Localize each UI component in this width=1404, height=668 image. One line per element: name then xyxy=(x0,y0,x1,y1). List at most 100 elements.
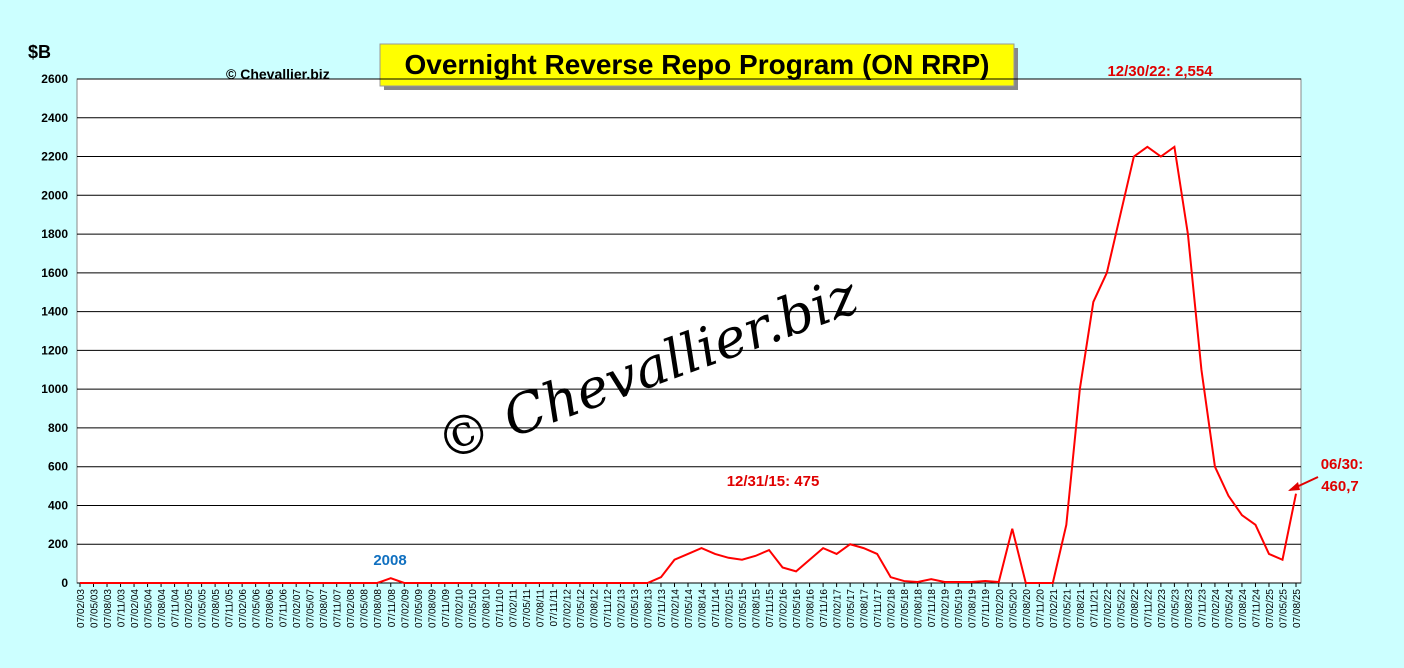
x-tick-label: 07/05/05 xyxy=(198,589,209,628)
x-tick-label: 07/08/06 xyxy=(265,589,276,628)
x-tick-label: 07/11/09 xyxy=(441,589,452,628)
x-tick-label: 07/05/13 xyxy=(630,589,641,628)
x-tick-label: 07/11/12 xyxy=(603,589,614,628)
x-tick-label: 07/02/25 xyxy=(1265,589,1276,628)
x-tick-label: 07/05/15 xyxy=(738,589,749,628)
x-tick-label: 07/11/07 xyxy=(333,589,344,628)
x-tick-label: 07/11/13 xyxy=(657,589,668,628)
y-tick-label: 600 xyxy=(48,460,68,474)
x-tick-label: 07/05/06 xyxy=(252,589,263,628)
y-tick-label: 2200 xyxy=(41,150,68,164)
x-tick-label: 07/08/10 xyxy=(481,589,492,628)
x-tick-label: 07/11/08 xyxy=(387,589,398,628)
y-tick-label: 0 xyxy=(61,576,68,590)
x-tick-label: 07/02/08 xyxy=(346,589,357,628)
x-tick-label: 07/08/14 xyxy=(698,589,709,628)
plot-area xyxy=(76,78,1302,584)
x-tick-label: 07/02/14 xyxy=(670,589,681,628)
x-tick-label: 07/05/11 xyxy=(522,589,533,628)
x-tick-label: 07/05/04 xyxy=(144,589,155,628)
x-tick-label: 07/11/24 xyxy=(1251,589,1262,628)
y-tick-label: 1400 xyxy=(41,305,68,319)
chart-title: Overnight Reverse Repo Program (ON RRP) xyxy=(404,49,989,80)
x-tick-label: 07/02/21 xyxy=(1049,589,1060,628)
x-tick-label: 07/02/13 xyxy=(616,589,627,628)
y-tick-label: 800 xyxy=(48,421,68,435)
x-tick-label: 07/05/23 xyxy=(1170,589,1181,628)
x-tick-label: 07/08/18 xyxy=(914,589,925,628)
x-tick-label: 07/11/18 xyxy=(927,589,938,628)
x-tick-label: 07/11/22 xyxy=(1143,589,1154,628)
y-tick-label: 2400 xyxy=(41,111,68,125)
x-tick-label: 07/08/15 xyxy=(752,589,763,628)
credit: © Chevallier.biz xyxy=(226,66,330,82)
x-tick-label: 07/02/06 xyxy=(238,589,249,628)
x-tick-label: 07/08/04 xyxy=(157,589,168,628)
x-tick-label: 07/05/10 xyxy=(468,589,479,628)
x-tick-label: 07/11/21 xyxy=(1089,589,1100,628)
x-tick-label: 07/02/11 xyxy=(508,589,519,628)
y-tick-label: 1800 xyxy=(41,227,68,241)
x-tick-label: 07/05/18 xyxy=(900,589,911,628)
x-tick-label: 07/02/15 xyxy=(725,589,736,628)
x-tick-label: 07/02/18 xyxy=(887,589,898,628)
x-tick-label: 07/08/09 xyxy=(427,589,438,628)
x-tick-label: 07/05/08 xyxy=(360,589,371,628)
x-tick-label: 07/11/06 xyxy=(279,589,290,628)
x-tick-label: 07/02/05 xyxy=(184,589,195,628)
annotation: 460,7 xyxy=(1321,478,1359,495)
x-tick-label: 07/05/19 xyxy=(954,589,965,628)
x-tick-label: 07/11/16 xyxy=(819,589,830,628)
x-tick-label: 07/08/22 xyxy=(1130,589,1141,628)
x-tick-label: 07/11/23 xyxy=(1197,589,1208,628)
x-tick-label: 07/11/10 xyxy=(495,589,506,628)
x-tick-label: 07/08/08 xyxy=(373,589,384,628)
x-tick-label: 07/05/21 xyxy=(1062,589,1073,628)
y-tick-label: 2000 xyxy=(41,188,68,202)
x-tick-label: 07/11/17 xyxy=(873,589,884,628)
x-tick-label: 07/08/03 xyxy=(103,589,114,628)
y-tick-label: 2600 xyxy=(41,72,68,86)
x-tick-label: 07/02/17 xyxy=(833,589,844,628)
x-tick-label: 07/11/11 xyxy=(549,589,560,627)
x-tick-label: 07/02/04 xyxy=(130,589,141,628)
annotation: 12/31/15: 475 xyxy=(727,473,820,490)
x-tick-label: 07/05/20 xyxy=(1008,589,1019,628)
x-tick-label: 07/05/25 xyxy=(1278,589,1289,628)
x-tick-label: 07/05/24 xyxy=(1224,589,1235,628)
x-tick-label: 07/08/12 xyxy=(589,589,600,628)
y-axis-label: $B xyxy=(28,42,51,62)
x-tick-label: 07/02/03 xyxy=(76,589,87,628)
annotation: 2008 xyxy=(373,552,406,569)
x-tick-label: 07/08/24 xyxy=(1238,589,1249,628)
annotation-arrowhead xyxy=(1288,482,1300,491)
x-tick-label: 07/02/24 xyxy=(1211,589,1222,628)
x-tick-label: 07/08/05 xyxy=(211,589,222,628)
x-tick-label: 07/11/14 xyxy=(711,589,722,628)
x-tick-label: 07/05/14 xyxy=(684,589,695,628)
x-tick-label: 07/02/23 xyxy=(1157,589,1168,628)
y-tick-label: 1000 xyxy=(41,382,68,396)
x-tick-label: 07/02/10 xyxy=(454,589,465,628)
x-tick-label: 07/02/09 xyxy=(400,589,411,628)
x-tick-label: 07/08/11 xyxy=(535,589,546,628)
x-tick-label: 07/02/12 xyxy=(562,589,573,628)
y-tick-label: 1600 xyxy=(41,266,68,280)
x-tick-label: 07/05/12 xyxy=(576,589,587,628)
x-tick-label: 07/05/09 xyxy=(414,589,425,628)
y-tick-label: 1200 xyxy=(41,343,68,357)
x-tick-label: 07/11/15 xyxy=(765,589,776,628)
data-line xyxy=(80,145,1297,584)
x-tick-label: 07/05/03 xyxy=(90,589,101,628)
x-tick-label: 07/11/19 xyxy=(981,589,992,628)
x-tick-label: 07/02/19 xyxy=(941,589,952,628)
x-tick-label: 07/08/21 xyxy=(1076,589,1087,628)
x-tick-label: 07/02/20 xyxy=(995,589,1006,628)
x-tick-label: 07/11/03 xyxy=(117,589,128,628)
x-tick-label: 07/08/25 xyxy=(1292,589,1303,628)
x-tick-label: 07/08/20 xyxy=(1022,589,1033,628)
annotation: 12/30/22: 2,554 xyxy=(1107,63,1213,80)
x-tick-label: 07/05/16 xyxy=(792,589,803,628)
